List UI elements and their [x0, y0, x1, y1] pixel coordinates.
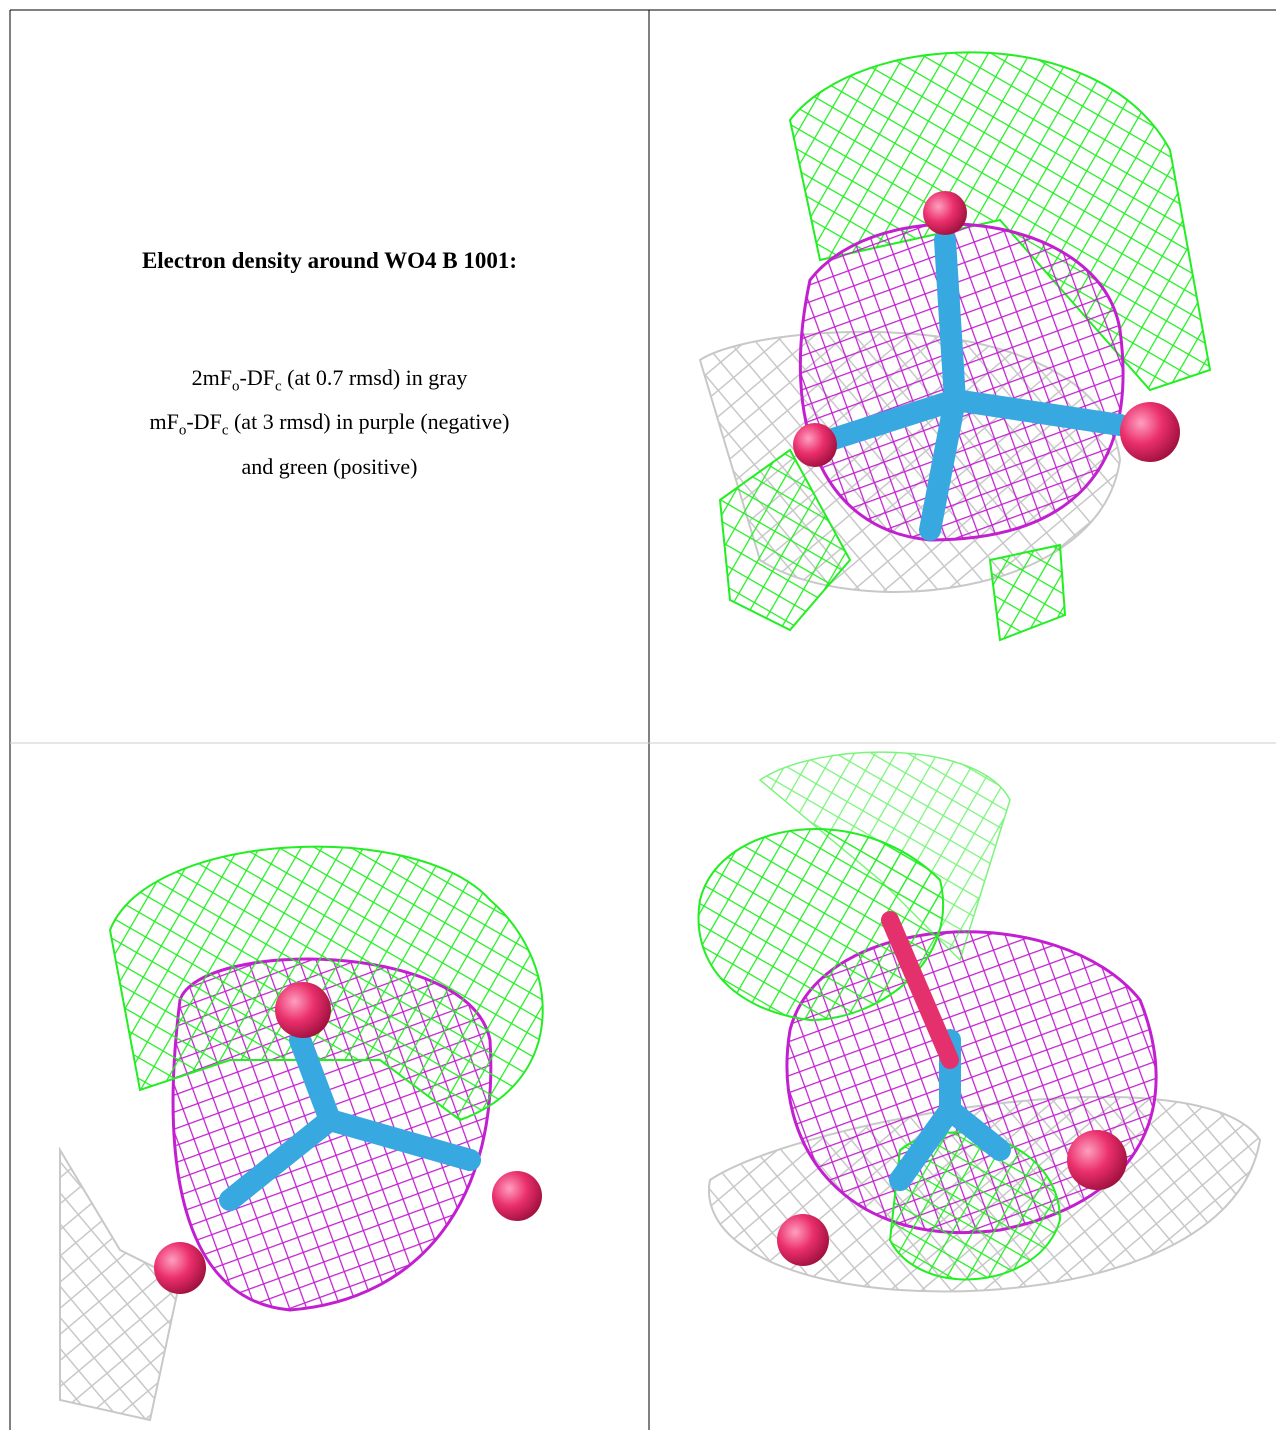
- text-segment: -DF: [239, 365, 275, 390]
- text-segment: 2mF: [191, 365, 232, 390]
- text-segment: -DF: [186, 409, 222, 435]
- subscript: o: [178, 422, 187, 439]
- text-segment: and green (positive): [241, 453, 418, 479]
- density-panel: [59, 845, 544, 1422]
- grid-lines: [9, 9, 1276, 1430]
- caption-lines: 2mFo-DFc (at 0.7 rmsd) in gray mFo-DFc (a…: [10, 360, 649, 484]
- subscript: c: [274, 378, 282, 395]
- caption-title: Electron density around WO4 B 1001:: [141, 248, 518, 273]
- subscript: c: [221, 422, 229, 439]
- text-segment: (at 3 rmsd) in purple (negative): [228, 409, 510, 435]
- text-segment: mF: [149, 409, 179, 435]
- text-segment: (at 0.7 rmsd) in gray: [281, 365, 468, 390]
- caption-line: 2mFo-DFc (at 0.7 rmsd) in gray: [10, 360, 649, 404]
- caption-line: and green (positive): [10, 449, 649, 484]
- subscript: o: [232, 378, 240, 395]
- caption-line: mFo-DFc (at 3 rmsd) in purple (negative): [10, 404, 649, 448]
- density-panel: [697, 751, 1262, 1293]
- density-panel: [698, 51, 1212, 642]
- caption: Electron density around WO4 B 1001: 2mFo…: [10, 10, 649, 743]
